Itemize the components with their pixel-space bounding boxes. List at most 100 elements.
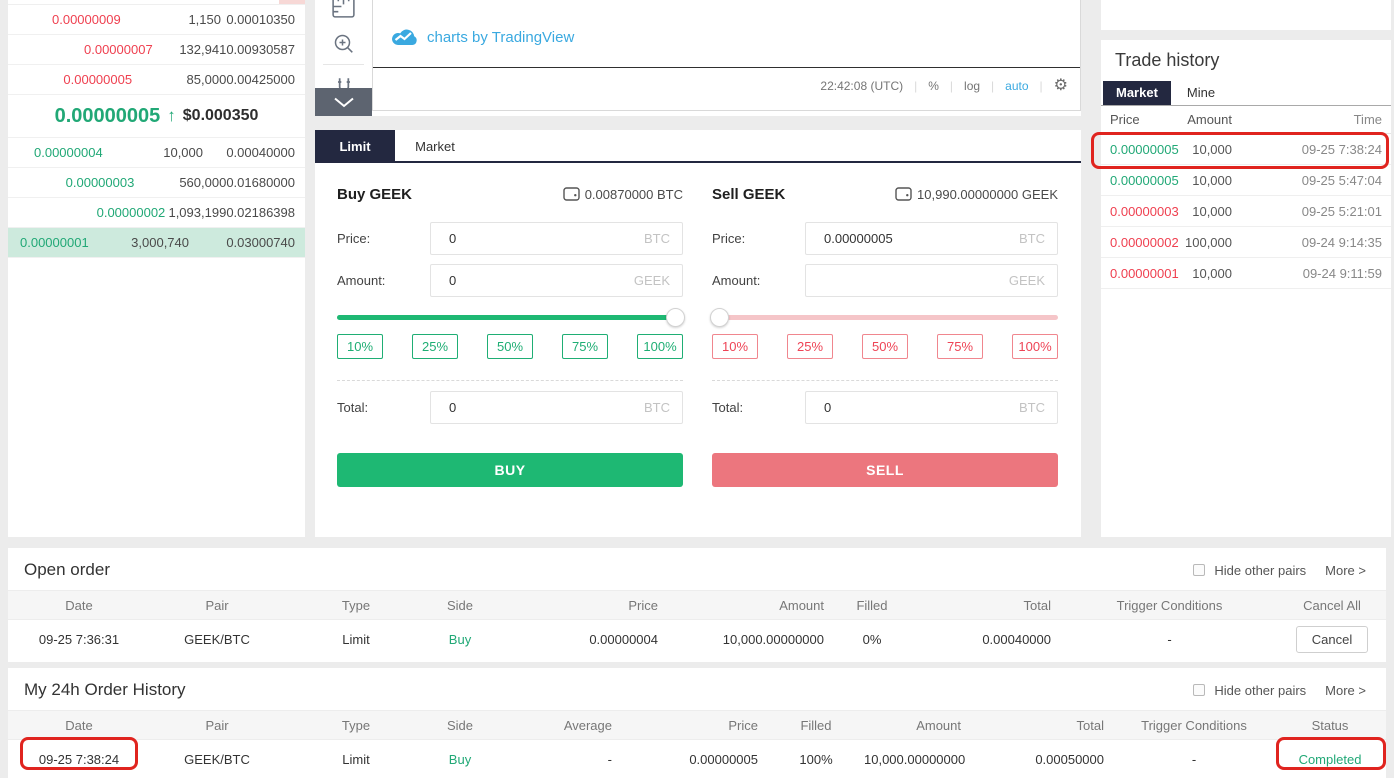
sell-100pct-button[interactable]: 100% — [1012, 334, 1058, 359]
chart-bottom-controls: 22:42:08 (UTC) | % | log | auto | ⚙ — [820, 78, 1068, 94]
hide-other-pairs-checkbox[interactable] — [1193, 684, 1206, 696]
ask-price: 0.00000009 — [52, 12, 121, 27]
sell-slider-handle[interactable] — [710, 308, 729, 327]
sell-25pct-button[interactable]: 25% — [787, 334, 833, 359]
bid-total: 0.01680000 — [226, 175, 295, 190]
sell-amount-label: Amount: — [712, 273, 761, 288]
gear-icon[interactable]: ⚙ — [1053, 77, 1068, 94]
order-book-bid-row[interactable]: 0.00000001 3,000,740 0.03000740 — [8, 228, 305, 258]
sell-title: Sell GEEK — [712, 185, 786, 203]
tradingview-attribution-text: charts by TradingView — [427, 29, 575, 46]
bid-total: 0.02186398 — [226, 205, 295, 220]
ask-amount: 85,000 — [186, 72, 227, 87]
sell-price-input[interactable] — [806, 231, 1057, 246]
order-book-ask-row[interactable]: 0.00000007 132,941 0.00930587 — [8, 35, 305, 65]
open-order-title: Open order — [24, 560, 110, 579]
buy-price-label: Price: — [337, 231, 371, 246]
divider — [337, 380, 683, 381]
order-side: Buy — [448, 631, 472, 647]
trade-history-title: Trade history — [1115, 50, 1220, 70]
chart-plot-area[interactable]: charts by TradingView 22:42:08 (UTC) | %… — [372, 0, 1081, 111]
more-link[interactable]: More > — [1325, 562, 1366, 578]
separator: | — [949, 79, 954, 93]
trade-row[interactable]: 0.00000001 10,000 09-24 9:11:59 — [1101, 258, 1391, 289]
last-price: 0.00000005 — [54, 104, 161, 127]
tradingview-attribution[interactable]: charts by TradingView — [391, 29, 574, 46]
more-link[interactable]: More > — [1325, 682, 1366, 698]
bid-amount: 1,093,199 — [168, 205, 227, 220]
order-book-bid-row[interactable]: 0.00000004 10,000 0.00040000 — [8, 138, 305, 168]
log-scale-toggle[interactable]: log — [964, 79, 981, 93]
tab-limit[interactable]: Limit — [315, 130, 395, 161]
order-total: 0.00040000 — [982, 631, 1051, 647]
buy-50pct-button[interactable]: 50% — [487, 334, 533, 359]
tab-market-trades[interactable]: Market — [1103, 81, 1171, 105]
bid-price: 0.00000003 — [65, 175, 135, 190]
sell-button[interactable]: SELL — [712, 453, 1058, 487]
trade-history-header: Price Amount Time — [1101, 105, 1391, 134]
ask-price: 0.00000005 — [63, 72, 133, 87]
hide-other-pairs-checkbox[interactable] — [1193, 564, 1206, 576]
buy-slider-handle[interactable] — [666, 308, 685, 327]
open-order-panel: Open order Hide other pairs More > Date … — [8, 548, 1386, 662]
ask-price: 0.00000007 — [84, 42, 153, 57]
buy-button[interactable]: BUY — [337, 453, 683, 487]
trade-row[interactable]: 0.00000002 100,000 09-24 9:14:35 — [1101, 227, 1391, 258]
chart-panel: charts by TradingView 22:42:08 (UTC) | %… — [315, 0, 1081, 116]
order-type: Limit — [342, 631, 370, 647]
divider — [712, 380, 1058, 381]
buy-amount-input[interactable] — [431, 273, 682, 288]
order-history-row: 09-25 7:38:24 GEEK/BTC Limit Buy - 0.000… — [8, 740, 1386, 778]
buy-100pct-button[interactable]: 100% — [637, 334, 683, 359]
order-book-ask-row[interactable]: 0.00000009 1,150 0.00010350 — [8, 5, 305, 35]
buy-amount-slider[interactable] — [337, 308, 685, 327]
history-total: 0.00050000 — [1035, 751, 1104, 767]
price-up-arrow-icon: ↑ — [167, 106, 176, 125]
zoom-in-icon[interactable] — [332, 32, 356, 56]
sell-amount-input[interactable] — [806, 273, 1057, 288]
history-date: 09-25 7:38:24 — [38, 751, 120, 767]
measure-icon[interactable] — [330, 0, 357, 20]
tab-market[interactable]: Market — [415, 139, 455, 154]
sell-50pct-button[interactable]: 50% — [862, 334, 908, 359]
order-trigger: - — [1167, 631, 1172, 647]
history-amount: 10,000.00000000 — [864, 751, 966, 767]
sell-amount-slider[interactable] — [710, 308, 1058, 327]
buy-percent-buttons: 10% 25% 50% 75% 100% — [337, 334, 683, 359]
order-price: 0.00000004 — [589, 631, 658, 647]
tab-mine-trades[interactable]: Mine — [1186, 85, 1216, 100]
sell-75pct-button[interactable]: 75% — [937, 334, 983, 359]
order-book-panel: 0.00000009 1,150 0.00010350 0.00000007 1… — [8, 0, 305, 537]
order-book-bid-row[interactable]: 0.00000003 560,000 0.01680000 — [8, 168, 305, 198]
percent-scale-toggle[interactable]: % — [928, 79, 939, 93]
buy-25pct-button[interactable]: 25% — [412, 334, 458, 359]
history-side: Buy — [448, 751, 472, 767]
trade-row[interactable]: 0.00000005 10,000 09-25 5:47:04 — [1101, 165, 1391, 196]
status-badge: Completed — [1298, 751, 1362, 767]
order-date: 09-25 7:36:31 — [38, 631, 120, 647]
cancel-order-button[interactable]: Cancel — [1295, 625, 1369, 653]
hide-other-pairs-label: Hide other pairs — [1214, 562, 1307, 578]
buy-total-input[interactable] — [431, 400, 682, 415]
sell-percent-buttons: 10% 25% 50% 75% 100% — [712, 334, 1058, 359]
order-book-bid-row[interactable]: 0.00000002 1,093,199 0.02186398 — [8, 198, 305, 228]
btc-balance: 0.00870000 BTC — [563, 187, 683, 202]
buy-75pct-button[interactable]: 75% — [562, 334, 608, 359]
auto-scale-toggle[interactable]: auto — [1005, 79, 1029, 93]
wallet-icon — [895, 187, 912, 201]
history-pair: GEEK/BTC — [184, 751, 250, 767]
trade-history-tabs: Market Mine — [1101, 81, 1391, 105]
bid-price: 0.00000004 — [34, 145, 103, 160]
sell-10pct-button[interactable]: 10% — [712, 334, 758, 359]
order-book-ask-row[interactable]: 0.00000005 85,000 0.00425000 — [8, 65, 305, 95]
chart-axis-line — [373, 67, 1080, 68]
trade-row[interactable]: 0.00000003 10,000 09-25 5:21:01 — [1101, 196, 1391, 227]
collapse-toolbar-button[interactable] — [315, 88, 372, 116]
buy-price-input[interactable] — [431, 231, 682, 246]
separator: | — [914, 79, 918, 93]
buy-10pct-button[interactable]: 10% — [337, 334, 383, 359]
sell-total-input[interactable] — [806, 400, 1057, 415]
trade-row[interactable]: 0.00000005 10,000 09-25 7:38:24 — [1101, 134, 1391, 165]
bid-price: 0.00000001 — [20, 235, 89, 250]
open-order-header: Date Pair Type Side Price Amount Filled … — [8, 590, 1386, 620]
